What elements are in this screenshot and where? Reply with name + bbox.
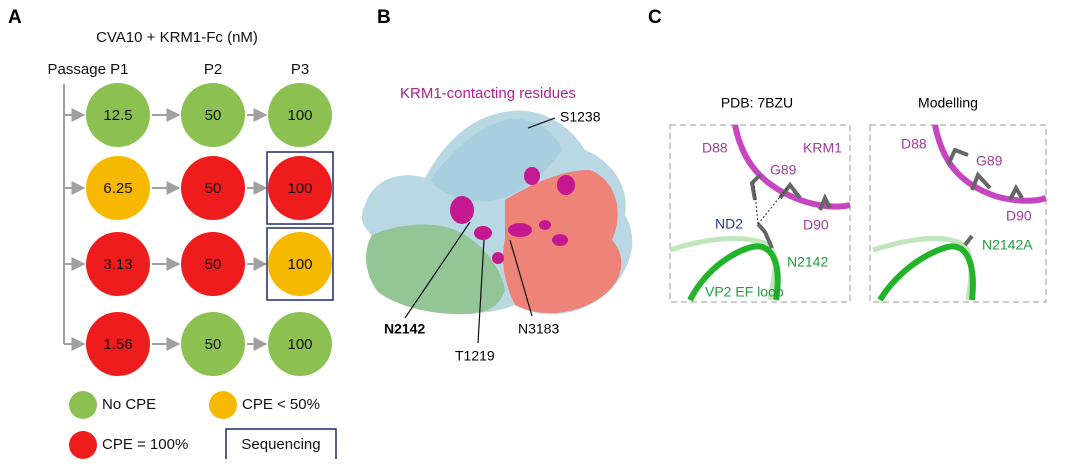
panel-label: A <box>8 7 22 28</box>
residue-label: D88 <box>702 140 728 156</box>
passage-circle <box>86 232 150 296</box>
legend-swatch <box>69 391 97 419</box>
concentration-label: 100 <box>287 256 312 273</box>
structure-right: D88 G89 D90 N2142A <box>872 124 1048 302</box>
panel-label: C <box>648 7 662 28</box>
loop-label: VP2 EF loop <box>705 284 784 300</box>
pointer-line <box>404 221 471 319</box>
passage-circle <box>268 156 332 220</box>
legend-label: Sequencing <box>241 436 320 453</box>
subpanel-title: PDB: 7BZU <box>721 95 793 111</box>
passage-circle <box>86 312 150 376</box>
residue-label: T1219 <box>455 348 495 364</box>
concentration-label: 100 <box>287 336 312 353</box>
legend-label: CPE = 100% <box>102 436 188 453</box>
concentration-label: 50 <box>205 336 222 353</box>
column-header: Passage P1 <box>48 61 129 78</box>
column-header: P3 <box>291 61 309 78</box>
pointer-line <box>509 239 533 317</box>
legend-label: CPE < 50% <box>242 396 320 413</box>
concentration-label: 1.56 <box>103 336 132 353</box>
residue-label: N2142 <box>787 254 828 270</box>
residue-label: G89 <box>770 162 797 178</box>
subpanel-title: Modelling <box>918 95 978 111</box>
pointer-line <box>527 117 556 129</box>
pointer-line <box>477 239 485 344</box>
concentration-label: 100 <box>287 107 312 124</box>
residue-label: D88 <box>901 136 927 152</box>
concentration-label: 100 <box>287 180 312 197</box>
concentration-label: 50 <box>205 107 222 124</box>
passage-circle <box>86 156 150 220</box>
residue-label: S1238 <box>560 109 601 125</box>
sequencing-box <box>266 151 334 225</box>
panel-label: B <box>377 7 391 28</box>
sequencing-box <box>266 227 334 301</box>
concentration-label: 50 <box>205 180 222 197</box>
concentration-label: 3.13 <box>103 256 132 273</box>
passage-grid: Passage P1 P2 P3 12.5 50 100 6.25 50 100 3.13 50 10… <box>48 61 337 462</box>
atom-label: ND2 <box>715 216 743 232</box>
legend-label: No CPE <box>102 396 156 413</box>
protein-surface <box>361 110 633 315</box>
legend-swatch <box>69 431 97 459</box>
residue-label: G89 <box>976 153 1003 169</box>
column-header: P2 <box>204 61 222 78</box>
structure-frame <box>869 124 1047 303</box>
chain-label: KRM1 <box>803 140 842 156</box>
structure-left: D88 G89 KRM1 ND2 D90 N2142 VP2 EF loop <box>669 124 851 302</box>
passage-circle <box>268 83 332 147</box>
residue-label: D90 <box>1006 208 1032 224</box>
residue-label: N3183 <box>518 321 559 337</box>
residue-label: D90 <box>803 217 829 233</box>
passage-circle <box>268 312 332 376</box>
legend-swatch <box>209 391 237 419</box>
concentration-label: 6.25 <box>103 180 132 197</box>
structure-frame <box>669 124 851 303</box>
residue-label: N2142A <box>982 237 1033 253</box>
passage-circle <box>181 83 245 147</box>
panel-title: CVA10 + KRM1-Fc (nM) <box>96 29 258 46</box>
passage-circle <box>86 83 150 147</box>
residue-label: N2142 <box>384 321 425 337</box>
passage-circle <box>268 232 332 296</box>
concentration-label: 50 <box>205 256 222 273</box>
passage-circle <box>181 312 245 376</box>
passage-circle <box>181 156 245 220</box>
concentration-label: 12.5 <box>103 107 132 124</box>
passage-circle <box>181 232 245 296</box>
panel-title: KRM1-contacting residues <box>400 85 576 102</box>
